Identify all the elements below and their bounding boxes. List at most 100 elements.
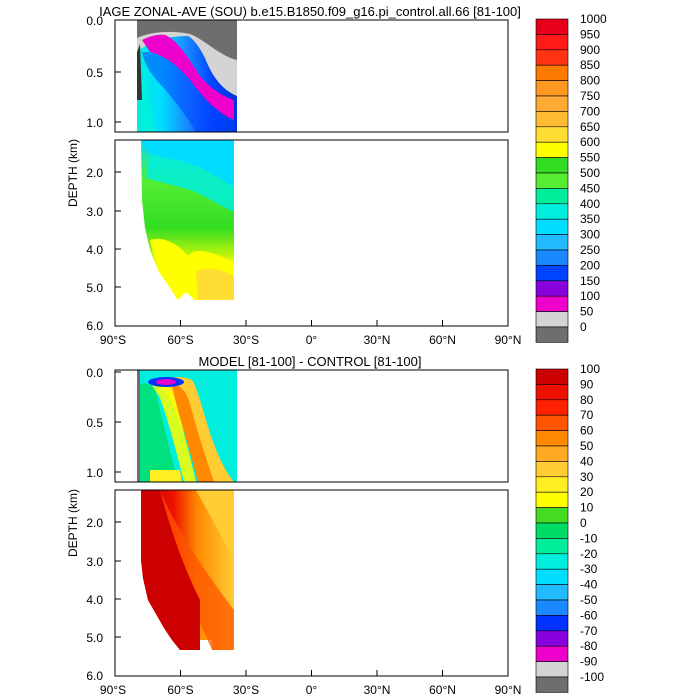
bottom-colorbar-box: [535, 491, 569, 508]
top-colorbar-label: 1000: [580, 12, 607, 26]
bottom-colorbar-box: [535, 476, 569, 493]
top-lower-yticks: 2.0 3.0 4.0 5.0 6.0: [86, 166, 121, 333]
bottom-colorbar-box: [535, 399, 569, 416]
bottom-colorbar-box: [535, 507, 569, 524]
bottom-colorbar-box: [535, 384, 569, 401]
bottom-colorbar-box: [535, 645, 569, 662]
top-colorbar-label: 650: [580, 120, 600, 134]
bottom-colorbar-box: [535, 414, 569, 431]
top-colorbar-box: [535, 141, 569, 158]
bottom-colorbar-box: [535, 599, 569, 616]
top-lower-band-400: [141, 140, 234, 188]
top-upper-band-250: [142, 52, 234, 132]
top-colorbar-label: 450: [580, 181, 600, 195]
top-colorbar-label: 500: [580, 166, 600, 180]
top-panel: IAGE ZONAL-AVE (SOU) b.e15.B1850.f09_g16…: [66, 4, 607, 347]
bottom-colorbar-label: -90: [580, 655, 598, 669]
top-colorbar-box: [535, 203, 569, 220]
top-ytick-label: 6.0: [86, 319, 103, 333]
bottom-colorbar-label: 100: [580, 362, 600, 376]
bottom-lower-band-70: [156, 490, 234, 650]
top-colorbar-box: [535, 18, 569, 35]
top-ytick-label: 5.0: [86, 281, 103, 295]
top-upper-band-450: [140, 66, 156, 132]
top-colorbar-box: [535, 311, 569, 328]
bottom-xtick-label: 90°S: [100, 683, 126, 697]
top-upper-band-0: [137, 20, 237, 60]
bottom-lower-field: [141, 490, 234, 650]
top-colorbar-box: [535, 265, 569, 282]
bottom-upper-axes-frame: [114, 369, 509, 483]
bottom-colorbar-box: [535, 661, 569, 678]
top-colorbar-box: [535, 157, 569, 174]
bottom-ylabel: DEPTH (km): [66, 489, 80, 557]
bottom-lower-yticks: 2.0 3.0 4.0 5.0 6.0: [86, 516, 121, 683]
top-xtick-label: 90°S: [100, 333, 126, 347]
bottom-colorbar-box: [535, 445, 569, 462]
bottom-upper-band-0: [140, 383, 178, 482]
top-xtick-label: 60°S: [167, 333, 193, 347]
bottom-colorbar-box: [535, 430, 569, 447]
top-lower-band-450: [146, 154, 234, 212]
bottom-ytick-label: 4.0: [86, 593, 103, 607]
top-colorbar-box: [535, 34, 569, 51]
top-colorbar-label: 750: [580, 89, 600, 103]
bottom-colorbar-label: -10: [580, 531, 598, 545]
bottom-colorbar-label: -50: [580, 593, 598, 607]
bottom-ytick-label: 0.5: [86, 416, 103, 430]
bottom-lower-band-40: [196, 490, 234, 560]
bottom-lower-band-100: [141, 490, 200, 650]
top-colorbar-label: 250: [580, 243, 600, 257]
bottom-colorbar-label: -80: [580, 639, 598, 653]
top-colorbar-label: 0: [580, 320, 587, 334]
top-colorbar-box: [535, 49, 569, 66]
bottom-colorbar-label: -30: [580, 562, 598, 576]
top-colorbar: 1000950900850800750700650600550500450400…: [535, 12, 607, 343]
bottom-colorbar-label: -40: [580, 578, 598, 592]
bottom-upper-coast: [137, 370, 140, 482]
top-colorbar-label: 100: [580, 289, 600, 303]
bottom-colorbar-box: [535, 368, 569, 385]
bottom-xtick-label: 30°S: [233, 683, 259, 697]
top-ytick-label: 1.0: [86, 116, 103, 130]
bottom-ytick-label: 2.0: [86, 516, 103, 530]
top-colorbar-box: [535, 126, 569, 143]
bottom-xtick-label: 90°N: [495, 683, 522, 697]
top-xtick-label: 30°N: [364, 333, 391, 347]
bottom-ytick-label: 0.0: [86, 366, 103, 380]
top-xticks: 90°S 60°S 30°S 0° 30°N 60°N 90°N: [100, 320, 521, 347]
top-colorbar-box: [535, 64, 569, 81]
top-colorbar-box: [535, 172, 569, 189]
top-ytick-label: 2.0: [86, 166, 103, 180]
top-upper-band-150: [142, 34, 234, 121]
bottom-colorbar-label: 80: [580, 393, 594, 407]
top-upper-yticks: 0.0 0.5 1.0: [86, 14, 121, 130]
top-xtick-label: 0°: [306, 333, 318, 347]
top-xtick-label: 30°S: [233, 333, 259, 347]
top-colorbar-label: 150: [580, 274, 600, 288]
bottom-colorbar-box: [535, 584, 569, 601]
bottom-colorbar-box: [535, 568, 569, 585]
top-xtick-label: 90°N: [495, 333, 522, 347]
bottom-colorbar-box: [535, 676, 569, 693]
bottom-colorbar-label: 60: [580, 424, 594, 438]
top-colorbar-label: 850: [580, 58, 600, 72]
top-colorbar-box: [535, 111, 569, 128]
bottom-xtick-label: 0°: [306, 683, 318, 697]
top-colorbar-label: 950: [580, 27, 600, 41]
bottom-colorbar-label: 40: [580, 454, 594, 468]
top-upper-field: [137, 20, 237, 132]
top-ytick-label: 4.0: [86, 243, 103, 257]
bottom-colorbar-label: -20: [580, 547, 598, 561]
bottom-colorbar-box: [535, 461, 569, 478]
bottom-upper-negative-peak: [156, 379, 176, 385]
top-colorbar-box: [535, 188, 569, 205]
top-ytick-label: 0.5: [86, 66, 103, 80]
bottom-colorbar-label: 20: [580, 485, 594, 499]
top-colorbar-label: 200: [580, 258, 600, 272]
bottom-ytick-label: 3.0: [86, 555, 103, 569]
bottom-colorbar-box: [535, 538, 569, 555]
bottom-xtick-label: 30°N: [364, 683, 391, 697]
top-colorbar-box: [535, 326, 569, 343]
